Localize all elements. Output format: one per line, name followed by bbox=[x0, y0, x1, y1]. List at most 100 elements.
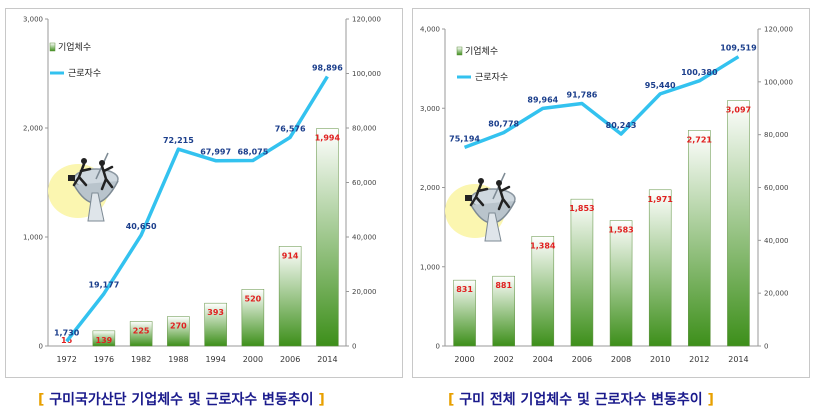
left-tick-label: 0 bbox=[436, 343, 440, 351]
right-tick-label: 100,000 bbox=[352, 70, 381, 78]
bar-label-1982: 225 bbox=[133, 326, 150, 335]
caption-close-bracket: ] bbox=[707, 392, 714, 408]
x-tick-label: 1976 bbox=[94, 355, 114, 364]
right-tick-label: 60,000 bbox=[764, 184, 789, 192]
x-tick-label: 1994 bbox=[205, 355, 225, 364]
caption-gumi-total: [ 구미 전체 기업체수 및 근로자수 변동추이 ] bbox=[448, 388, 714, 412]
line-label-2012: 100,380 bbox=[681, 68, 718, 77]
bar-2006 bbox=[570, 198, 594, 347]
bar-label-2006: 1,853 bbox=[569, 204, 594, 213]
right-tick-label: 40,000 bbox=[352, 234, 377, 242]
bar-label-2002: 881 bbox=[495, 281, 512, 290]
bar-2014 bbox=[316, 128, 339, 347]
line-label-2000: 75,194 bbox=[449, 134, 480, 143]
bar-2004 bbox=[531, 236, 555, 347]
x-tick-label: 2008 bbox=[611, 355, 631, 364]
bar-2000 bbox=[241, 289, 265, 347]
legend-label-bar: 기업체수 bbox=[465, 46, 498, 57]
business-people-satellite-dish-icon bbox=[445, 172, 516, 242]
chart-panel-gumi-total: 0 1,000 2,000 3,000 4,000 0 20,000 40,000 60,000… bbox=[412, 8, 810, 378]
line-label-2008: 80,243 bbox=[606, 121, 637, 130]
left-tick-label: 1,000 bbox=[420, 263, 440, 271]
line-label-1972: 1,730 bbox=[54, 328, 80, 337]
bar-1994 bbox=[204, 302, 227, 347]
left-tick-label: 4,000 bbox=[420, 26, 440, 34]
bar-2006 bbox=[278, 246, 302, 347]
line-label-2002: 80,778 bbox=[488, 120, 519, 129]
x-tick-label: 2002 bbox=[494, 355, 514, 364]
legend-label-bar: 기업체수 bbox=[58, 42, 91, 53]
caption-open-bracket: [ bbox=[38, 392, 45, 408]
right-tick-label: 120,000 bbox=[764, 26, 793, 34]
bar-1982 bbox=[129, 321, 153, 347]
line-label-2004: 89,964 bbox=[527, 95, 558, 104]
x-tick-label: 2006 bbox=[280, 355, 300, 364]
x-tick-label: 2012 bbox=[689, 355, 709, 364]
x-tick-label: 2000 bbox=[454, 355, 474, 364]
line-label-2006: 76,576 bbox=[275, 124, 306, 133]
bar-2002 bbox=[492, 275, 515, 347]
chart-panel-industrial-complex: 0 1,000 2,000 3,000 0 20,000 40,000 60,000 80,00… bbox=[5, 8, 403, 378]
right-tick-label: 80,000 bbox=[764, 131, 789, 139]
bar-label-2014: 3,097 bbox=[726, 106, 751, 115]
bar-label-2000: 520 bbox=[245, 294, 262, 303]
caption-open-bracket: [ bbox=[448, 392, 455, 408]
caption-text: 구미 전체 기업체수 및 근로자수 변동추이 bbox=[459, 392, 703, 408]
line-label-1982: 40,650 bbox=[126, 222, 157, 231]
caption-text: 구미국가산단 기업체수 및 근로자수 변동추이 bbox=[49, 392, 314, 408]
x-tick-label: 1972 bbox=[56, 355, 76, 364]
line-series-근로자수 bbox=[65, 75, 329, 343]
bar-2010 bbox=[648, 189, 672, 347]
x-tick-label: 1982 bbox=[131, 355, 151, 364]
left-tick-label: 0 bbox=[39, 343, 43, 351]
line-label-2006: 91,786 bbox=[567, 91, 598, 100]
legend-label-line: 근로자수 bbox=[68, 68, 101, 79]
bar-2012 bbox=[688, 130, 711, 347]
x-tick-label: 2004 bbox=[533, 355, 553, 364]
line-label-1976: 19,177 bbox=[88, 281, 119, 290]
x-tick-label: 2010 bbox=[650, 355, 670, 364]
right-tick-label: 60,000 bbox=[352, 179, 377, 187]
x-tick-label: 2000 bbox=[243, 355, 263, 364]
bar-1976 bbox=[92, 330, 116, 347]
line-label-2010: 95,440 bbox=[645, 81, 676, 90]
right-tick-label: 20,000 bbox=[352, 288, 377, 296]
legend-swatch-bar bbox=[456, 46, 463, 56]
left-tick-label: 1,000 bbox=[23, 234, 43, 242]
legend-swatch-bar bbox=[49, 42, 56, 52]
bar-label-2014: 1,994 bbox=[315, 134, 341, 143]
caption-close-bracket: ] bbox=[318, 392, 325, 408]
line-label-2014: 109,519 bbox=[720, 44, 757, 53]
right-tick-label: 80,000 bbox=[352, 125, 377, 133]
bar-label-1994: 393 bbox=[207, 308, 224, 317]
caption-industrial-complex: [ 구미국가산단 기업체수 및 근로자수 변동추이 ] bbox=[38, 388, 325, 412]
right-tick-label: 0 bbox=[352, 343, 356, 351]
bar-label-2008: 1,583 bbox=[608, 226, 633, 235]
x-tick-label: 2006 bbox=[572, 355, 592, 364]
left-tick-label: 3,000 bbox=[420, 105, 440, 113]
x-tick-label: 2014 bbox=[317, 355, 337, 364]
bar-label-1976: 139 bbox=[96, 336, 113, 345]
bar-2014 bbox=[727, 100, 750, 347]
left-tick-label: 2,000 bbox=[23, 125, 43, 133]
right-tick-label: 120,000 bbox=[352, 16, 381, 24]
right-tick-label: 40,000 bbox=[764, 237, 789, 245]
line-label-2014: 98,896 bbox=[312, 64, 343, 73]
bar-label-2004: 1,384 bbox=[530, 241, 556, 250]
x-tick-label: 1988 bbox=[168, 355, 188, 364]
x-tick-label: 2014 bbox=[728, 355, 748, 364]
right-tick-label: 20,000 bbox=[764, 290, 789, 298]
right-tick-label: 0 bbox=[764, 343, 768, 351]
bar-label-1988: 270 bbox=[170, 322, 187, 331]
line-series-근로자수 bbox=[463, 55, 740, 150]
bar-1988 bbox=[167, 316, 190, 347]
bar-label-2010: 1,971 bbox=[648, 195, 674, 204]
left-tick-label: 2,000 bbox=[420, 184, 440, 192]
line-label-2000: 68,075 bbox=[237, 147, 268, 156]
bar-label-2012: 2,721 bbox=[687, 135, 713, 144]
legend-label-line: 근로자수 bbox=[475, 72, 508, 83]
right-tick-label: 100,000 bbox=[764, 78, 793, 86]
left-tick-label: 3,000 bbox=[23, 16, 43, 24]
